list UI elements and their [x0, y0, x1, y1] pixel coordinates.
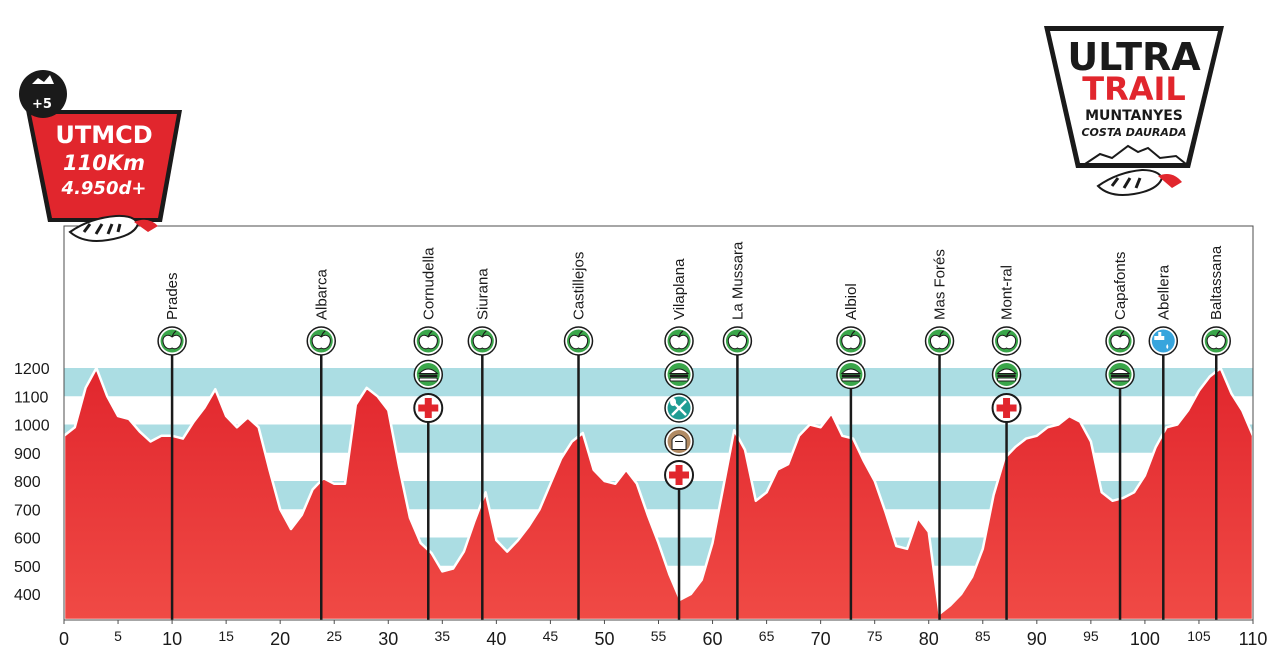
badge-distance: 110Km [63, 151, 145, 175]
logo-muntanyes: MUNTANYES [1085, 108, 1183, 124]
x-tick-label: 25 [326, 628, 342, 644]
y-tick-label: 1000 [14, 418, 50, 435]
x-tick-label: 20 [270, 629, 290, 649]
elevation-area [62, 366, 1255, 622]
sandwich-icon [991, 359, 1022, 390]
x-tick-label: 105 [1187, 628, 1211, 644]
apple-icon [1105, 326, 1135, 356]
badge-race-name: UTMCD [55, 121, 152, 149]
apple-icon [306, 326, 337, 356]
x-tick-label: 80 [919, 629, 939, 649]
x-axis: 0 5 10 15 20 25 30 35 40 45 50 55 60 65 70 75 80 85 90 95 10… [59, 620, 1267, 649]
checkpoint-name: Albarca [313, 268, 330, 320]
apple-icon [1201, 326, 1231, 356]
apple-icon [722, 326, 753, 356]
x-tick-label: 15 [218, 628, 234, 644]
x-tick-label: 50 [594, 629, 614, 649]
y-tick-label: 1200 [14, 361, 50, 378]
checkpoint-name: Siurana [474, 268, 491, 320]
checkpoint-names: Prades Albarca Cornudella Siurana Castillejo… [164, 241, 1225, 320]
checkpoint-name: La Mussara [729, 241, 746, 320]
x-tick-label: 70 [811, 629, 831, 649]
x-tick-label: 65 [759, 628, 775, 644]
checkpoint-name: Vilaplana [671, 258, 688, 320]
sandwich-icon [1105, 359, 1135, 390]
x-tick-label: 40 [486, 629, 506, 649]
y-tick-label: 400 [14, 587, 41, 604]
sandwich-icon [664, 359, 694, 390]
x-tick-label: 30 [378, 629, 398, 649]
logo-costa-daurada: COSTA DAURADA [1081, 126, 1186, 139]
checkpoint-name: Capafonts [1112, 252, 1129, 320]
elevation-profile-area [62, 366, 1255, 622]
shoe-logo-icon [1096, 168, 1182, 196]
badge-elevation-gain: 4.950d+ [61, 178, 147, 199]
logo-trail: TRAIL [1082, 70, 1186, 108]
x-tick-label: 100 [1130, 629, 1160, 649]
red-cross-icon [664, 460, 695, 490]
apple-icon [991, 326, 1022, 356]
x-tick-label: 75 [867, 628, 883, 644]
apple-icon [413, 326, 444, 356]
logo-ultra: ULTRA [1067, 35, 1201, 79]
x-tick-label: 90 [1027, 629, 1047, 649]
spoon-fork-icon [664, 393, 694, 423]
checkpoint-name: Baltassana [1208, 245, 1225, 320]
y-tick-label: 600 [14, 531, 41, 548]
x-tick-label: 85 [975, 628, 991, 644]
checkpoint-name: Cornudella [420, 247, 437, 320]
ultra-trail-logo: ULTRA TRAIL MUNTANYES COSTA DAURADA [1044, 26, 1224, 196]
y-tick-label: 700 [14, 502, 41, 519]
checkpoint-name: Albiol [843, 283, 860, 320]
shoe-logo-icon [68, 214, 158, 242]
checkpoint-name: Castillejos [571, 252, 588, 320]
y-tick-label: 900 [14, 446, 41, 463]
x-tick-label: 0 [59, 629, 69, 649]
x-tick-label: 45 [543, 628, 559, 644]
apple-icon [467, 326, 498, 356]
x-tick-label: 10 [162, 629, 182, 649]
y-tick-label: 500 [14, 559, 41, 576]
sandwich-icon [836, 359, 866, 390]
apple-icon [563, 326, 594, 356]
tap-water-icon [1148, 326, 1179, 356]
x-tick-label: 5 [114, 628, 122, 644]
checkpoint-name: Mont-ral [999, 265, 1016, 320]
altitude-band-1100-1200 [64, 368, 1253, 397]
red-cross-icon [991, 393, 1022, 423]
x-tick-label: 60 [703, 629, 723, 649]
race-badge: +5 UTMCD 110Km 4.950d+ [19, 70, 182, 242]
checkpoint-icons [157, 326, 1231, 490]
apple-icon [836, 326, 866, 356]
x-tick-label: 35 [435, 628, 451, 644]
apple-icon [157, 326, 187, 356]
y-tick-label: 800 [14, 474, 41, 491]
x-tick-label: 95 [1083, 628, 1099, 644]
checkpoint-lines [170, 341, 1218, 620]
small-badge-circle [19, 70, 67, 118]
red-cross-icon [413, 393, 444, 423]
backpack-icon [664, 426, 694, 457]
apple-icon [664, 326, 694, 356]
small-badge-text: +5 [32, 97, 52, 112]
checkpoint-name: Prades [164, 272, 181, 320]
checkpoint-name: Abellera [1155, 264, 1172, 320]
runner-mark-icon [32, 75, 54, 84]
y-tick-label: 1100 [14, 389, 49, 406]
sandwich-icon [413, 359, 444, 390]
y-axis: 400 500 600 700 800 900 1000 1100 1200 [14, 361, 50, 604]
checkpoint-name: Mas Forés [932, 249, 949, 320]
apple-icon [924, 326, 955, 356]
x-tick-label: 55 [651, 628, 667, 644]
x-tick-label: 110 [1239, 629, 1268, 649]
